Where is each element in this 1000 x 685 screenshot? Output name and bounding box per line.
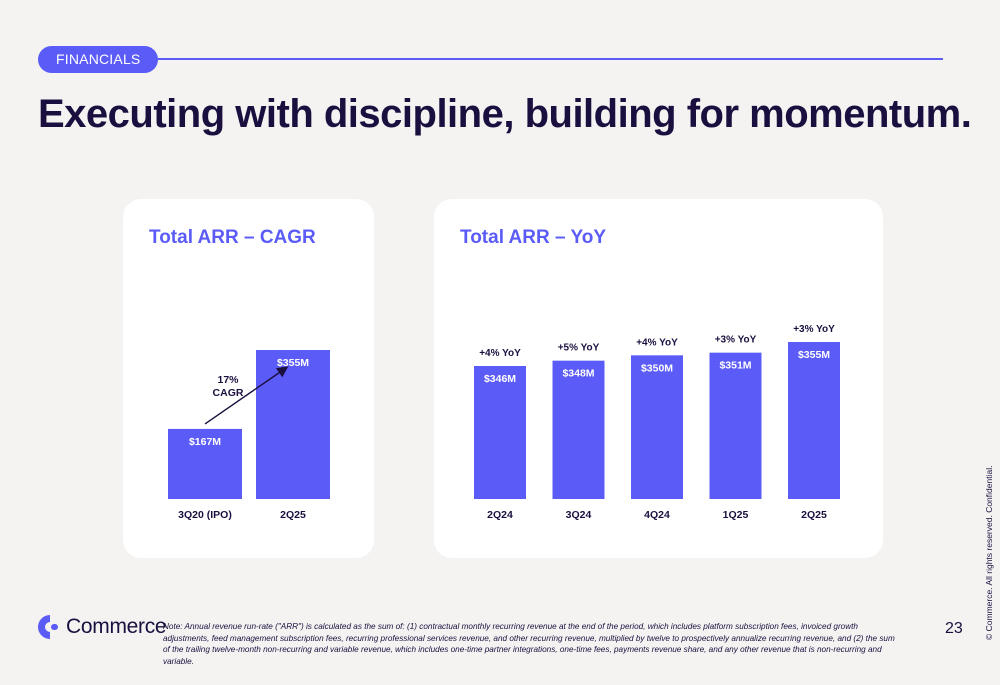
arr-footnote: Note: Annual revenue run-rate ("ARR") is… [163, 622, 895, 666]
bar-1 [256, 350, 330, 499]
x-tick-label: 2Q25 [280, 509, 306, 521]
bar-value-label: $348M [562, 368, 594, 380]
commerce-logo-icon [38, 615, 58, 639]
yoy-growth-label: +3% YoY [793, 324, 835, 335]
yoy-chart-title: Total ARR – YoY [460, 227, 607, 248]
cagr-chart-title: Total ARR – CAGR [149, 227, 316, 248]
x-tick-label: 2Q25 [801, 509, 827, 521]
bar-2 [631, 355, 683, 499]
yoy-growth-label: +5% YoY [558, 343, 600, 354]
yoy-growth-label: +4% YoY [636, 337, 678, 348]
cagr-annotation-label: CAGR [213, 387, 244, 399]
page-title: Executing with discipline, building for … [38, 92, 972, 136]
cagr-chart: $167M 3Q20 (IPO) $355M 2Q25 17%CAGR [168, 350, 330, 521]
section-divider [150, 58, 943, 60]
yoy-chart-card: Total ARR – YoY $346M +4% YoY 2Q24 $348M +5%… [434, 199, 883, 558]
copyright-notice: © Commerce. All rights reserved. Confide… [984, 465, 994, 640]
bar-0 [474, 366, 526, 499]
x-tick-label: 3Q20 (IPO) [178, 509, 232, 521]
page-number: 23 [945, 620, 963, 637]
bar-3 [709, 352, 762, 499]
x-tick-label: 1Q25 [723, 509, 749, 521]
bar-value-label: $355M [277, 357, 309, 369]
x-tick-label: 4Q24 [644, 509, 670, 521]
bar-4 [788, 342, 840, 499]
cagr-annotation-value: 17% [217, 374, 239, 386]
bar-value-label: $167M [189, 436, 221, 448]
yoy-growth-label: +4% YoY [479, 348, 521, 359]
cagr-arrow [204, 366, 289, 425]
commerce-logo: Commerce [36, 613, 167, 641]
commerce-wordmark: Commerce [66, 615, 167, 638]
x-tick-label: 3Q24 [566, 509, 592, 521]
bar-1 [552, 360, 605, 499]
bar-0 [168, 428, 242, 499]
cagr-chart-card: Total ARR – CAGR $167M 3Q20 (IPO) $355M 2Q2… [123, 199, 374, 558]
bar-value-label: $351M [719, 360, 751, 372]
bar-value-label: $355M [798, 349, 830, 361]
yoy-chart: $346M +4% YoY 2Q24 $348M +5% YoY 3Q24 $350M +4%… [474, 324, 840, 521]
bar-value-label: $346M [484, 373, 516, 385]
yoy-growth-label: +3% YoY [715, 335, 757, 346]
x-tick-label: 2Q24 [487, 509, 513, 521]
bar-value-label: $350M [641, 362, 673, 374]
section-label: FINANCIALS [38, 46, 159, 73]
